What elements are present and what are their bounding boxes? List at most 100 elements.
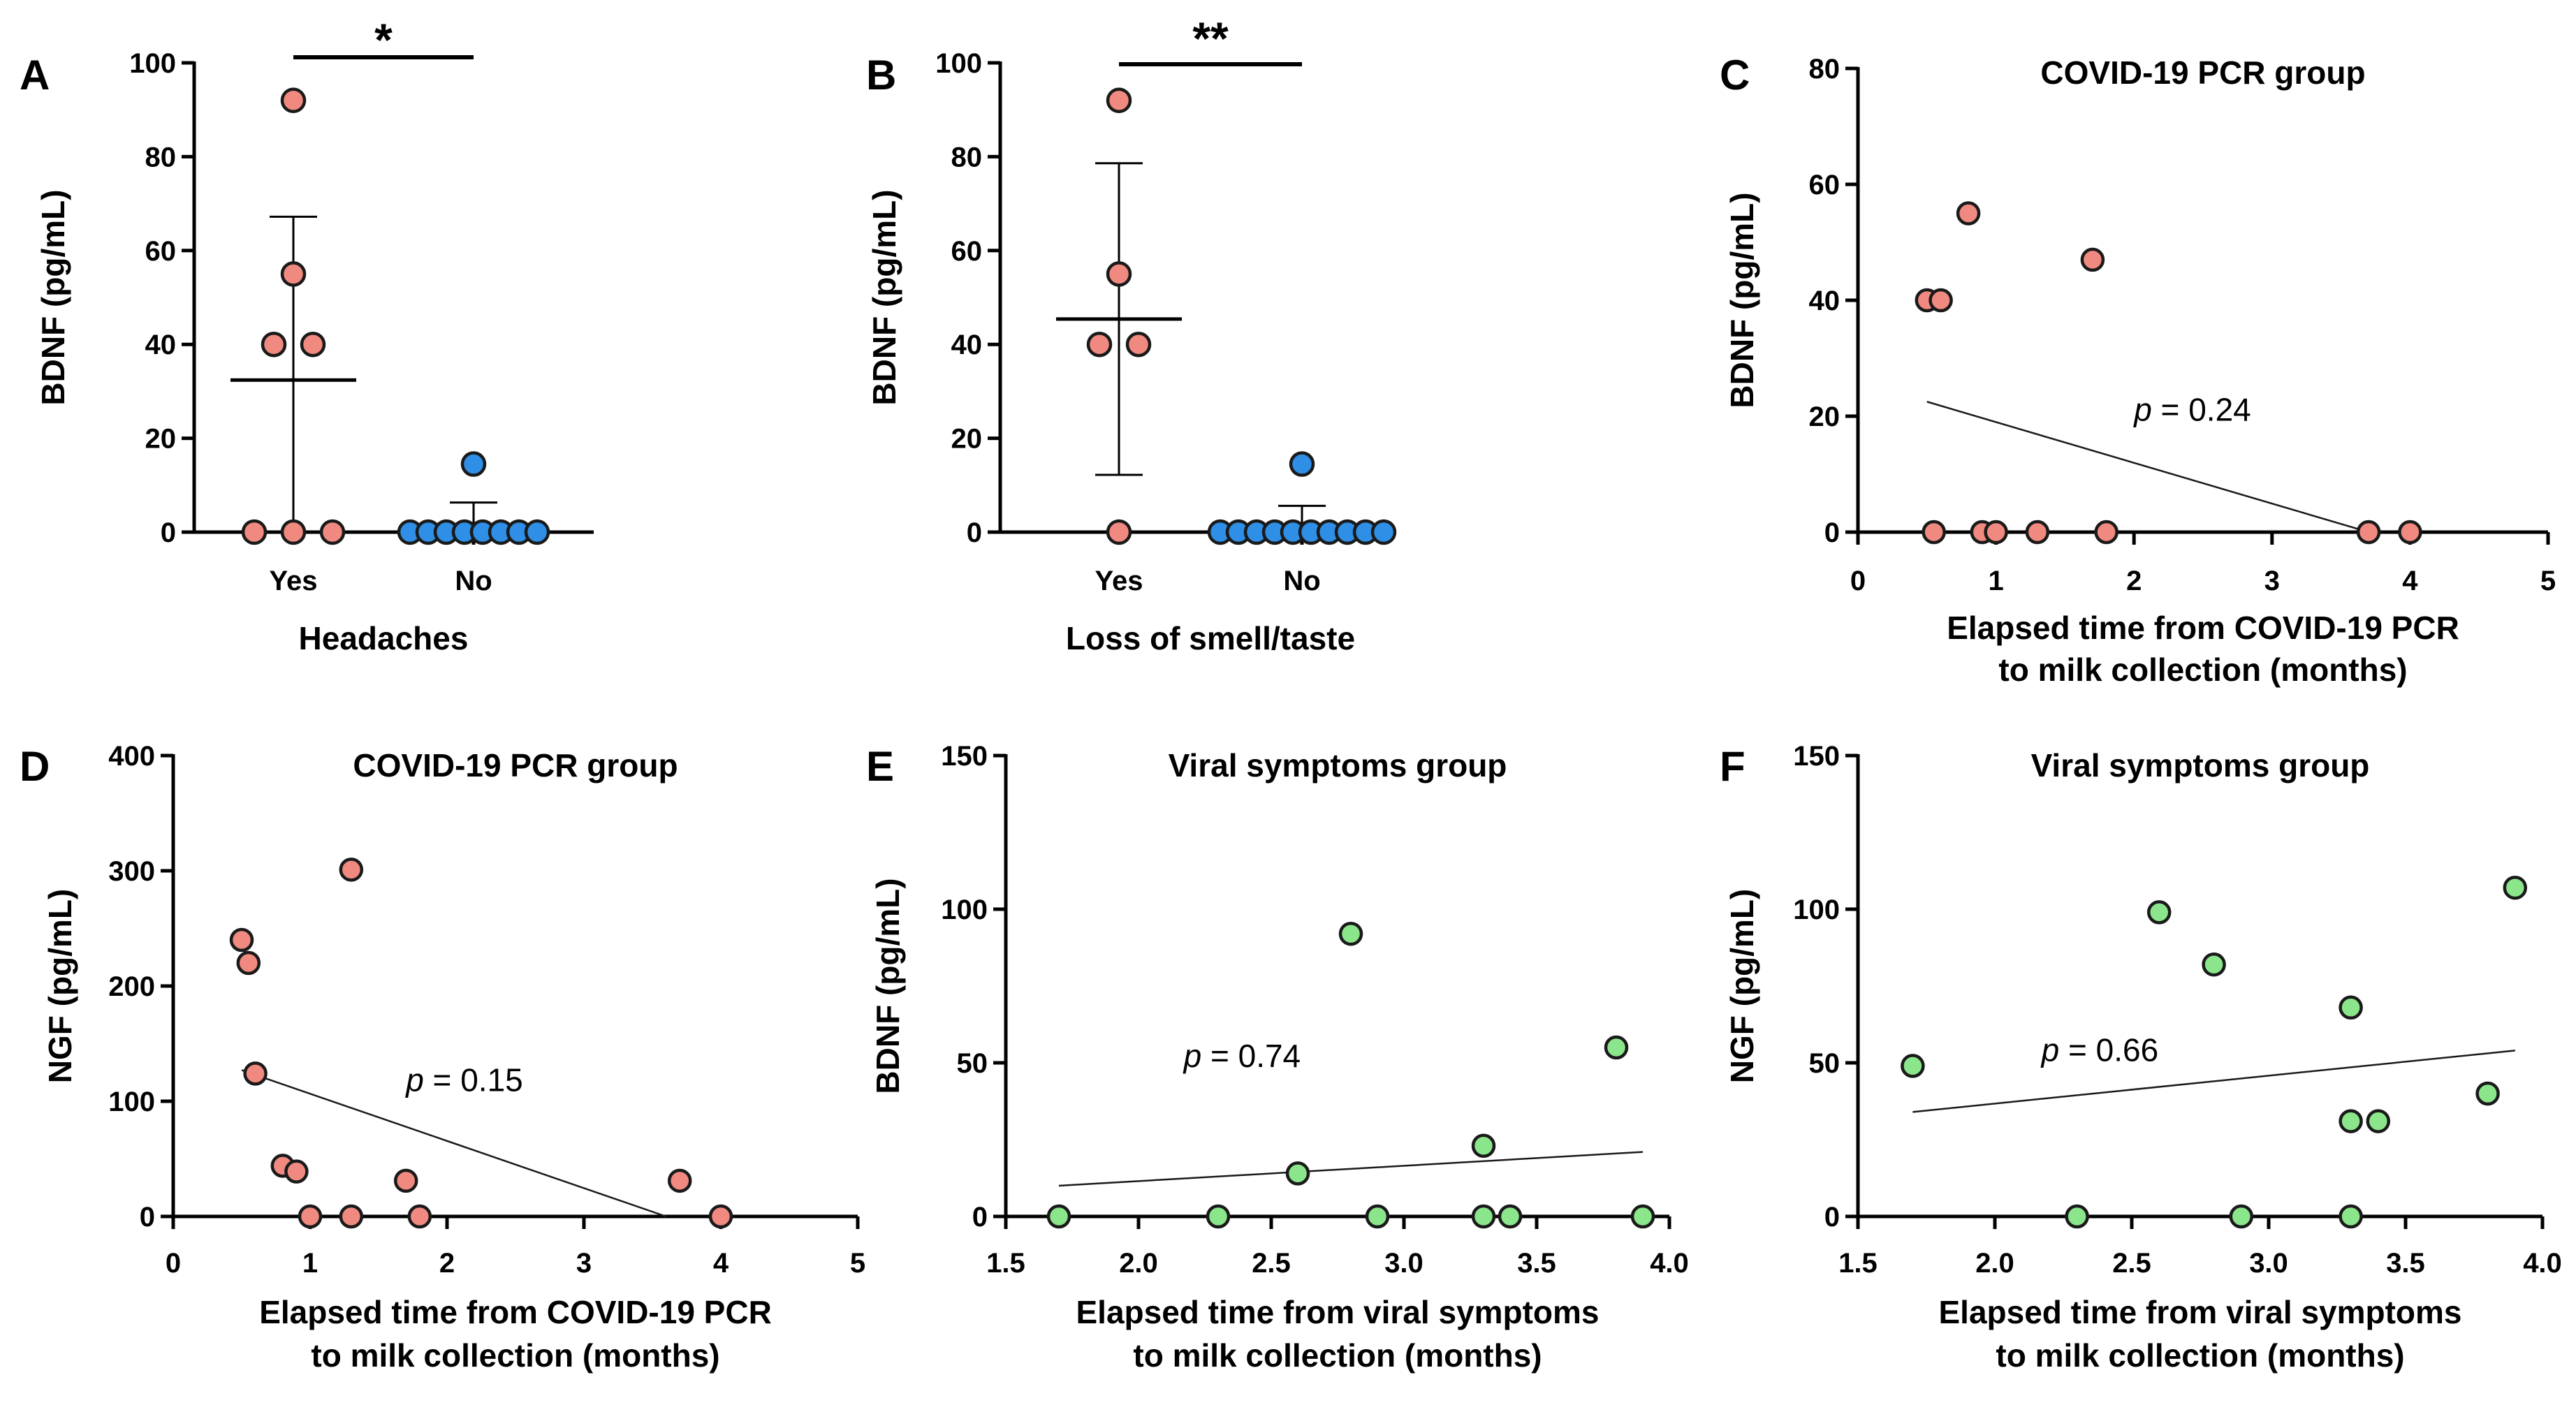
x-tick-label: No <box>455 566 492 596</box>
y-axis-label: NGF (pg/mL) <box>1724 889 1760 1084</box>
y-tick-label: 150 <box>1793 741 1840 772</box>
panel-letter: C <box>1720 52 1750 98</box>
y-tick-label: 100 <box>108 1087 155 1117</box>
chart-title: Viral symptoms group <box>1169 747 1507 784</box>
data-point <box>1086 331 1113 358</box>
data-point <box>1285 1161 1310 1186</box>
y-tick-label: 40 <box>951 330 983 360</box>
panel-letter: D <box>20 743 50 790</box>
x-tick-label: 2.5 <box>2112 1248 2151 1279</box>
y-tick-label: 40 <box>145 330 177 360</box>
p-value-symbol: p <box>2132 392 2152 428</box>
data-point <box>280 87 307 114</box>
y-tick-label: 0 <box>1824 1202 1840 1233</box>
y-tick-label: 50 <box>1809 1048 1840 1079</box>
x-axis-label: Elapsed time from viral symptoms <box>1076 1294 1599 1330</box>
y-axis-label: BDNF (pg/mL) <box>1724 192 1760 408</box>
y-axis-label: BDNF (pg/mL) <box>35 189 71 405</box>
data-point <box>339 1204 364 1229</box>
y-tick-label: 40 <box>1809 286 1840 316</box>
data-point <box>280 261 307 287</box>
x-tick-label: 1 <box>1988 566 2003 596</box>
data-point <box>1498 1204 1523 1229</box>
data-point <box>2503 875 2528 900</box>
y-tick-label: 150 <box>941 741 988 772</box>
x-tick-label: Yes <box>1095 566 1143 596</box>
p-value-text: = 0.24 <box>2152 392 2251 428</box>
panel-letter: B <box>866 52 896 98</box>
data-point <box>280 519 307 545</box>
data-point <box>2356 520 2381 545</box>
panel-d: D COVID-19 PCR group 0 100 200 300 400 NGF (pg/… <box>20 741 865 1374</box>
regression-line <box>1058 1151 1644 1187</box>
y-tick-label: 20 <box>951 424 983 455</box>
data-point <box>1471 1133 1496 1158</box>
x-tick-label: Yes <box>270 566 318 596</box>
data-point <box>2398 520 2422 545</box>
data-point <box>1206 1204 1231 1229</box>
x-tick-label: 5 <box>2540 566 2556 596</box>
regression-line <box>241 1069 667 1218</box>
x-tick-label: 4 <box>2402 566 2418 596</box>
data-point <box>1046 1204 1071 1229</box>
data-point <box>1922 520 1946 545</box>
x-axis-label: Elapsed time from COVID-19 PCR <box>259 1294 772 1330</box>
x-tick-label: 1.5 <box>986 1248 1025 1279</box>
data-point <box>1956 201 1981 226</box>
y-tick-label: 0 <box>967 517 982 548</box>
panel-b: B 0 20 40 60 80 100 BDNF (pg/mL) Yes No Loss of sm… <box>866 13 1397 656</box>
y-tick-label: 300 <box>108 856 155 887</box>
regression-line <box>1912 1050 2515 1113</box>
data-point <box>2094 520 2118 545</box>
y-tick-label: 20 <box>1809 402 1840 432</box>
x-tick-label: 0 <box>166 1248 181 1279</box>
data-point <box>284 1159 309 1184</box>
p-value: p = 0.24 <box>2132 392 2251 428</box>
data-point <box>524 519 550 545</box>
data-point <box>1338 921 1363 946</box>
x-tick-label: 4 <box>713 1248 729 1279</box>
panel-a: A 0 20 40 60 80 100 BDNF (pg/mL) Yes No Headaches * <box>20 14 594 656</box>
x-axis-label-line2: to milk collection (months) <box>1133 1337 1542 1374</box>
x-tick-label: 2.0 <box>1975 1248 2014 1279</box>
y-tick-label: 60 <box>145 236 177 267</box>
x-axis-label: Elapsed time from COVID-19 PCR <box>1947 610 2459 646</box>
data-point <box>1125 331 1152 358</box>
y-tick-label: 0 <box>972 1202 988 1233</box>
data-point <box>2025 520 2050 545</box>
x-tick-label: 3.5 <box>2386 1248 2425 1279</box>
data-point <box>2339 995 2363 1020</box>
data-point <box>407 1204 432 1229</box>
data-point <box>229 927 254 952</box>
data-point <box>1289 451 1315 477</box>
significance-marker: * <box>374 14 393 66</box>
chart-title: COVID-19 PCR group <box>353 747 678 784</box>
x-tick-label: 1.5 <box>1838 1248 1878 1279</box>
significance-marker: ** <box>1192 13 1229 64</box>
x-tick-label: 3.0 <box>2249 1248 2288 1279</box>
y-tick-label: 200 <box>108 971 155 1002</box>
data-point <box>339 858 364 882</box>
x-tick-label: 2.5 <box>1252 1248 1291 1279</box>
x-axis-label: Elapsed time from viral symptoms <box>1938 1294 2461 1330</box>
chart-title: COVID-19 PCR group <box>2040 54 2365 91</box>
p-value-symbol: p <box>2040 1031 2060 1068</box>
y-tick-label: 0 <box>161 517 176 548</box>
data-point <box>667 1168 692 1193</box>
panel-letter: F <box>1720 743 1746 790</box>
data-point <box>1471 1204 1496 1229</box>
data-point <box>2339 1109 2363 1133</box>
y-tick-label: 100 <box>129 48 176 79</box>
x-axis-label: Loss of smell/taste <box>1066 620 1355 656</box>
x-axis-label: Headaches <box>299 620 469 656</box>
p-value-symbol: p <box>1183 1038 1202 1074</box>
y-tick-label: 100 <box>935 48 982 79</box>
y-tick-label: 50 <box>957 1048 988 1079</box>
y-tick-label: 80 <box>951 142 983 172</box>
p-value-text: = 0.66 <box>2059 1031 2158 1068</box>
y-axis-label: BDNF (pg/mL) <box>866 189 902 405</box>
data-point <box>2366 1109 2391 1133</box>
panel-letter: A <box>20 52 50 98</box>
data-point <box>1630 1204 1655 1229</box>
